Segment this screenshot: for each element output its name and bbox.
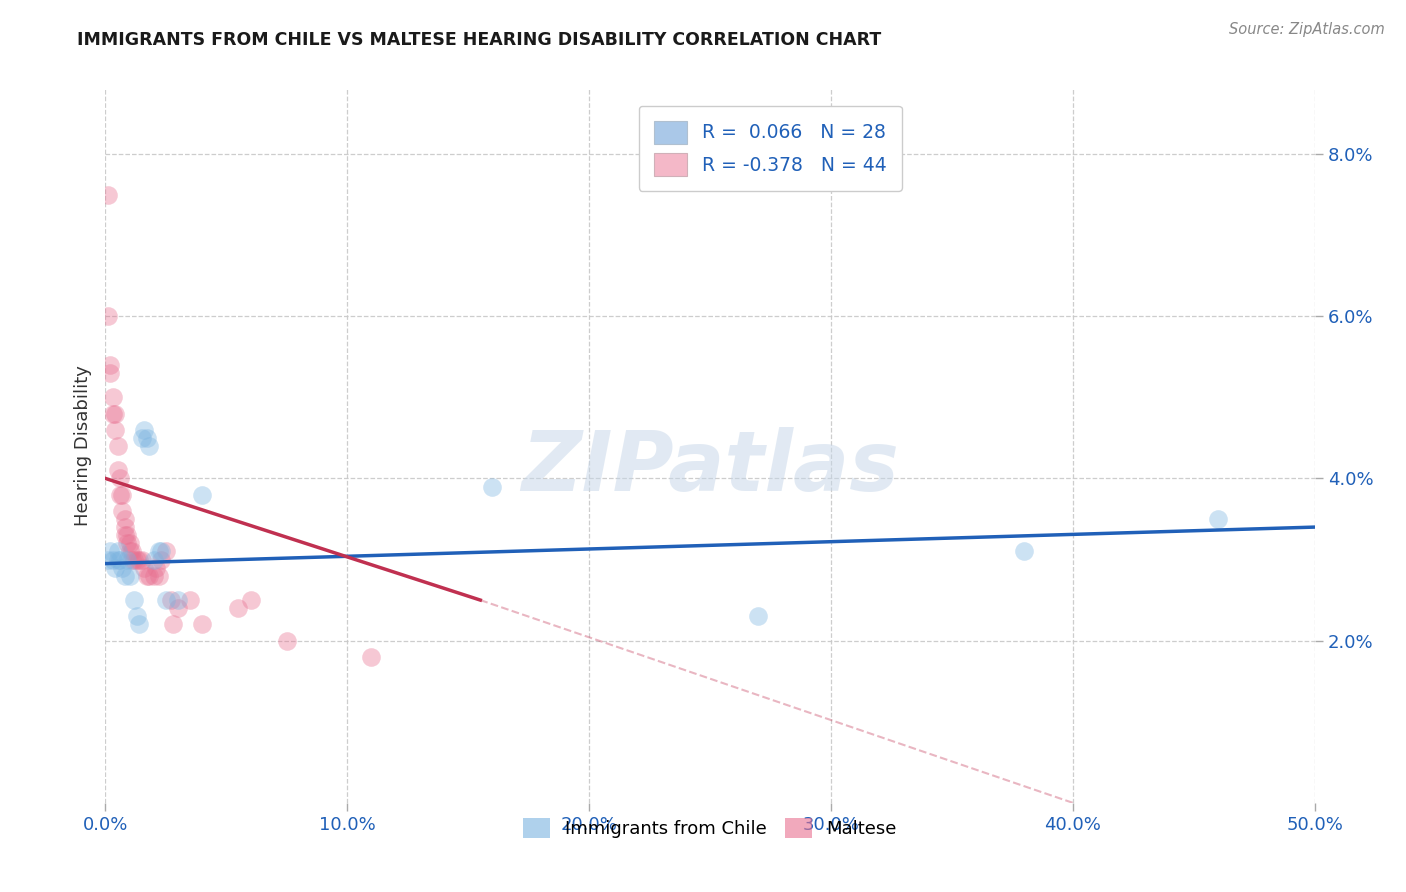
Point — [145, 560, 167, 574]
Point — [98, 366, 121, 380]
Point — [239, 593, 262, 607]
Point — [276, 633, 298, 648]
Point — [167, 593, 190, 607]
Point — [125, 609, 148, 624]
Point — [107, 544, 129, 558]
Point — [128, 617, 150, 632]
Point — [104, 407, 127, 421]
Point — [150, 552, 173, 566]
Point — [108, 488, 131, 502]
Point — [125, 552, 148, 566]
Point — [135, 568, 157, 582]
Point — [118, 544, 141, 558]
Point — [97, 552, 120, 566]
Point — [121, 552, 143, 566]
Point — [111, 560, 134, 574]
Point — [114, 568, 136, 582]
Point — [228, 601, 250, 615]
Point — [104, 423, 127, 437]
Point — [131, 431, 153, 445]
Point — [107, 463, 129, 477]
Point — [167, 601, 190, 615]
Point — [134, 560, 156, 574]
Point — [107, 552, 129, 566]
Point — [134, 423, 156, 437]
Point — [131, 552, 153, 566]
Point — [155, 593, 177, 607]
Point — [148, 568, 170, 582]
Point — [148, 544, 170, 558]
Text: IMMIGRANTS FROM CHILE VS MALTESE HEARING DISABILITY CORRELATION CHART: IMMIGRANTS FROM CHILE VS MALTESE HEARING… — [77, 31, 882, 49]
Point — [121, 544, 143, 558]
Point — [138, 439, 160, 453]
Point — [159, 593, 181, 607]
Point — [118, 536, 141, 550]
Point — [124, 552, 146, 566]
Point — [111, 504, 134, 518]
Point — [138, 568, 160, 582]
Point — [108, 471, 131, 485]
Point — [104, 560, 127, 574]
Point — [118, 568, 141, 582]
Point — [114, 528, 136, 542]
Point — [360, 649, 382, 664]
Point — [107, 439, 129, 453]
Point — [191, 488, 214, 502]
Point — [155, 544, 177, 558]
Text: ZIPatlas: ZIPatlas — [522, 427, 898, 508]
Point — [111, 488, 134, 502]
Point — [128, 552, 150, 566]
Point — [162, 617, 184, 632]
Point — [108, 552, 131, 566]
Point — [114, 520, 136, 534]
Point — [747, 609, 769, 624]
Point — [101, 552, 124, 566]
Point — [98, 544, 121, 558]
Point — [97, 187, 120, 202]
Point — [1206, 512, 1229, 526]
Point — [142, 568, 165, 582]
Text: Source: ZipAtlas.com: Source: ZipAtlas.com — [1229, 22, 1385, 37]
Point — [135, 431, 157, 445]
Point — [97, 310, 120, 324]
Y-axis label: Hearing Disability: Hearing Disability — [73, 366, 91, 526]
Point — [124, 593, 146, 607]
Point — [114, 512, 136, 526]
Point — [191, 617, 214, 632]
Point — [115, 536, 138, 550]
Point — [101, 390, 124, 404]
Point — [142, 552, 165, 566]
Point — [98, 358, 121, 372]
Point — [101, 407, 124, 421]
Point — [115, 528, 138, 542]
Point — [179, 593, 201, 607]
Legend: Immigrants from Chile, Maltese: Immigrants from Chile, Maltese — [515, 809, 905, 847]
Point — [481, 479, 503, 493]
Point — [115, 552, 138, 566]
Point — [150, 544, 173, 558]
Point — [1014, 544, 1036, 558]
